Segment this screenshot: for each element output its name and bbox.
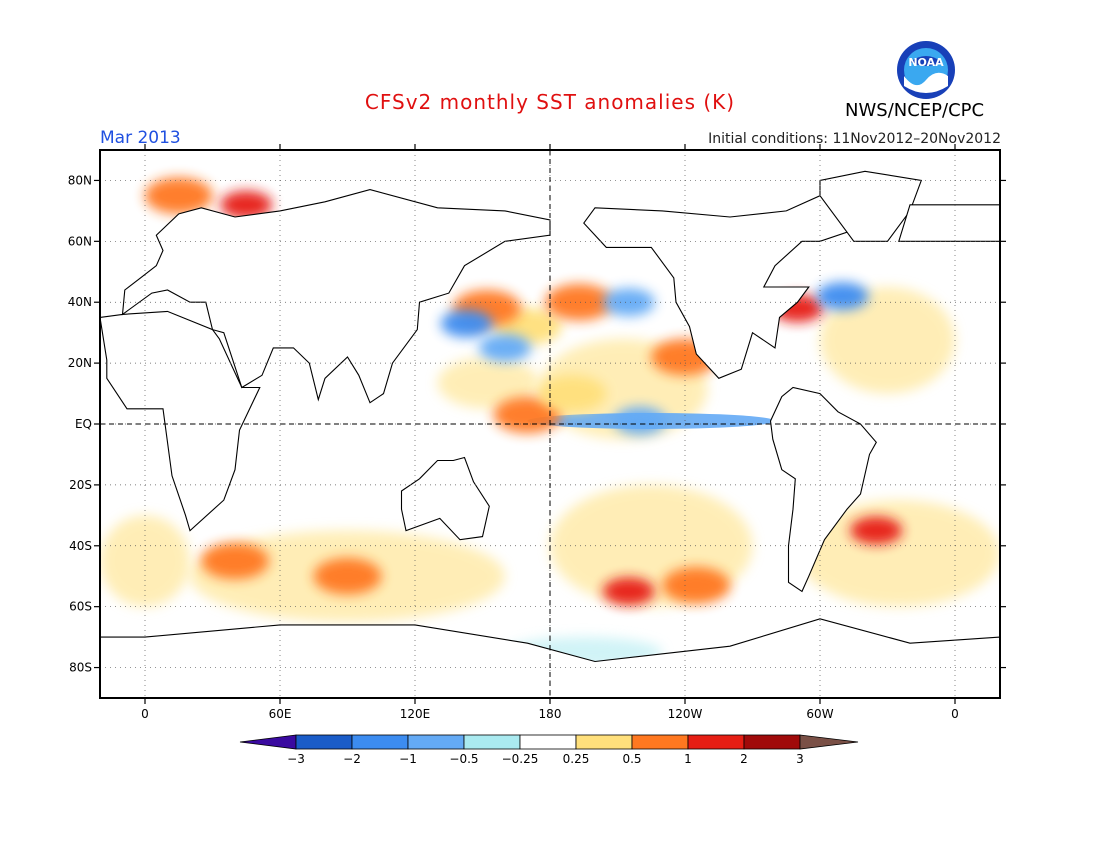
lat-tick-label: 20N: [68, 356, 92, 370]
lat-tick-label: 40N: [68, 295, 92, 309]
anomaly-region: [479, 333, 531, 362]
anomaly-region: [144, 177, 213, 214]
landmass: [898, 204, 1000, 242]
lon-tick-label: 180: [539, 707, 562, 721]
landmass: [100, 310, 261, 532]
lon-tick-label: 0: [141, 707, 149, 721]
lat-tick-label: EQ: [75, 417, 92, 431]
landmass: [769, 386, 877, 593]
chart-title: CFSv2 monthly SST anomalies (K): [364, 90, 736, 114]
anomaly-region: [313, 557, 382, 595]
noaa-logo: NOAA: [896, 40, 956, 100]
anomaly-region: [545, 283, 614, 321]
anomaly-region: [850, 516, 903, 545]
anomaly-region: [602, 288, 655, 317]
landmass: [121, 189, 551, 404]
anomaly-region: [201, 542, 269, 580]
lon-tick-label: 60W: [806, 707, 833, 721]
landmass: [819, 170, 923, 242]
lat-tick-label: 60N: [68, 234, 92, 248]
lon-tick-label: 0: [951, 707, 959, 721]
anomaly-region: [602, 577, 655, 606]
lat-tick-label: 80S: [69, 661, 92, 675]
anomaly-region: [614, 407, 666, 435]
anomaly-region: [816, 282, 869, 311]
agency-label: NWS/NCEP/CPC: [845, 100, 985, 121]
landmass: [400, 456, 490, 541]
anomaly-region: [662, 567, 731, 604]
anomaly-region: [538, 375, 607, 412]
logo-text: NOAA: [908, 56, 944, 69]
lon-tick-label: 120W: [668, 707, 703, 721]
landmass: [583, 195, 956, 379]
anomaly-region: [220, 190, 273, 219]
map-field: [100, 150, 1000, 698]
lat-tick-label: 60S: [69, 600, 92, 614]
valid-month: Mar 2013: [100, 128, 181, 148]
lat-tick-label: 80N: [68, 173, 92, 187]
lon-tick-label: 60E: [269, 707, 292, 721]
initial-conditions: Initial conditions: 11Nov2012–20Nov2012: [708, 131, 1001, 147]
lat-tick-label: 20S: [69, 478, 92, 492]
lat-tick-label: 40S: [69, 539, 92, 553]
anomaly-region: [440, 309, 493, 338]
lon-tick-label: 120E: [400, 707, 431, 721]
